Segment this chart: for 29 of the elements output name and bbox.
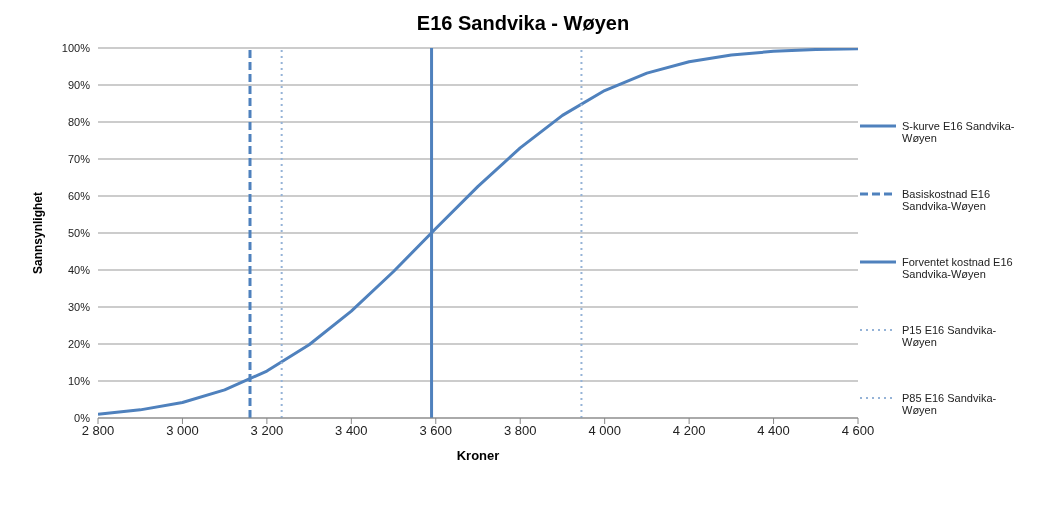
y-tick-label: 50% (67, 226, 91, 239)
y-tick-label: 30% (67, 300, 91, 313)
y-tick-label: 20% (67, 337, 91, 350)
y-tick-label: 90% (67, 78, 91, 91)
y-tick-label: 10% (67, 374, 91, 387)
x-tick-label: 3 200 (250, 423, 284, 439)
x-tick-label: 4 200 (672, 423, 706, 439)
y-tick-label: 60% (67, 189, 91, 202)
x-tick-label: 3 000 (166, 423, 199, 439)
legend-label: P85 E16 Sandvika-Wøyen (902, 392, 998, 416)
x-tick-label: 4 600 (841, 423, 875, 439)
legend-label: Basiskostnad E16 Sandvika-Wøyen (902, 188, 992, 212)
y-tick-label: 80% (67, 115, 91, 128)
x-tick-label: 3 800 (503, 423, 537, 439)
x-tick-label: 4 400 (757, 423, 790, 439)
legend-label: Forventet kostnad E16 Sandvika-Wøyen (902, 256, 1014, 280)
y-tick-label: 70% (67, 152, 91, 165)
y-tick-label: 40% (67, 263, 91, 276)
x-tick-label: 2 800 (81, 423, 115, 439)
y-axis-title: Sannsynlighet (31, 191, 46, 275)
x-tick-label: 3 400 (335, 423, 368, 439)
x-tick-label: 3 600 (419, 423, 453, 439)
x-tick-label: 4 000 (588, 423, 621, 439)
chart-title: E16 Sandvika - Wøyen (415, 11, 631, 36)
legend-label: P15 E16 Sandvika-Wøyen (902, 324, 998, 348)
legend-label: S-kurve E16 Sandvika-Wøyen (902, 120, 1016, 144)
y-tick-label: 0% (74, 411, 91, 424)
x-axis-title: Kroner (456, 448, 500, 463)
y-tick-label: 100% (61, 41, 91, 54)
